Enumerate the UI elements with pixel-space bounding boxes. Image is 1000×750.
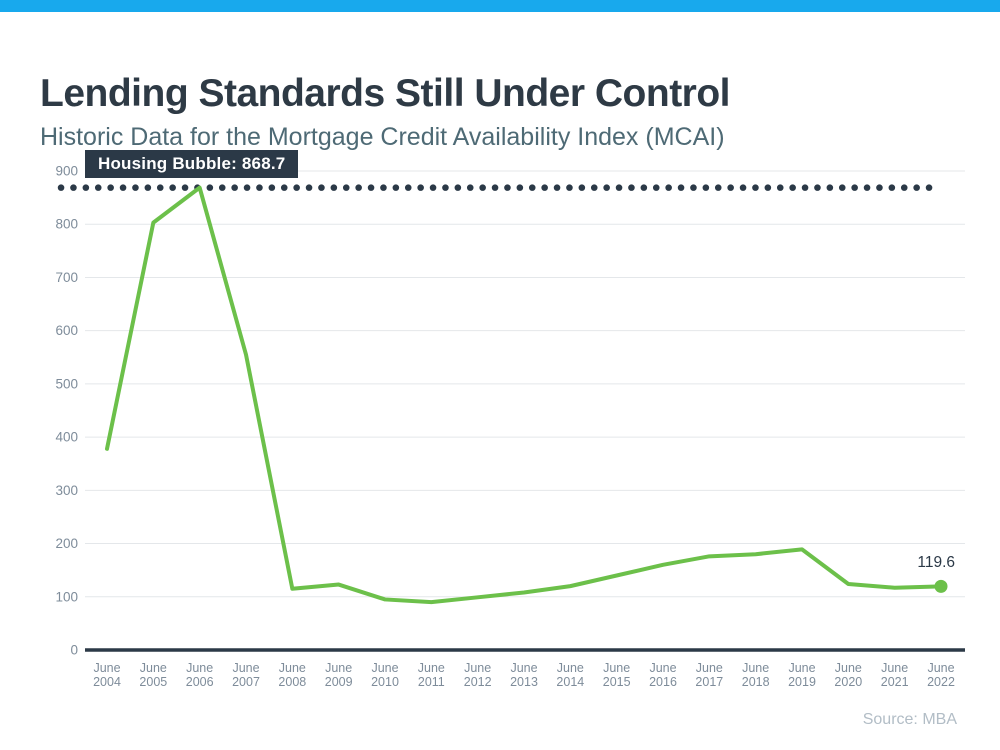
x-tick-label-month: June <box>371 661 398 675</box>
page-subtitle: Historic Data for the Mortgage Credit Av… <box>40 122 725 151</box>
x-tick-label-year: 2015 <box>603 675 631 689</box>
y-tick-label: 300 <box>55 483 78 498</box>
x-tick-label-month: June <box>557 661 584 675</box>
x-tick-label-year: 2011 <box>418 675 445 689</box>
x-tick-label-month: June <box>742 661 769 675</box>
x-tick-label-year: 2004 <box>93 675 121 689</box>
x-tick-label-year: 2020 <box>834 675 862 689</box>
x-tick-label-year: 2013 <box>510 675 538 689</box>
y-tick-label: 0 <box>70 643 78 658</box>
x-tick-label-year: 2012 <box>464 675 492 689</box>
y-tick-label: 800 <box>55 217 78 232</box>
source-attribution: Source: MBA <box>862 711 957 728</box>
x-tick-label-year: 2016 <box>649 675 677 689</box>
x-tick-label-month: June <box>696 661 723 675</box>
x-tick-label-year: 2005 <box>139 675 167 689</box>
x-tick-label-year: 2022 <box>927 675 955 689</box>
x-tick-label-month: June <box>927 661 954 675</box>
x-tick-label-year: 2008 <box>278 675 306 689</box>
x-tick-label-month: June <box>93 661 120 675</box>
x-tick-label-month: June <box>418 661 445 675</box>
x-tick-label-month: June <box>835 661 862 675</box>
x-tick-label-year: 2017 <box>695 675 723 689</box>
mcai-chart: 0 100 200 300 400 500 600 700 800 900 June 2004 June… <box>0 145 1000 705</box>
y-tick-label: 400 <box>55 430 78 445</box>
x-tick-label-year: 2010 <box>371 675 399 689</box>
mcai-line <box>105 185 943 605</box>
end-point-dot <box>934 579 948 593</box>
housing-bubble-annotation: Housing Bubble: 868.7 <box>85 150 299 178</box>
x-tick-label-month: June <box>649 661 676 675</box>
current-value-label: 119.6 <box>917 554 955 571</box>
mcai-line-chart-canvas: 0100200300400500600700800900June2004June… <box>55 164 965 689</box>
x-tick-label-year: 2009 <box>325 675 353 689</box>
y-tick-label: 700 <box>55 270 78 285</box>
x-tick-label-year: 2018 <box>742 675 770 689</box>
top-accent-bar <box>0 0 1000 12</box>
x-tick-label-month: June <box>140 661 167 675</box>
x-tick-label-year: 2019 <box>788 675 816 689</box>
y-tick-label: 900 <box>55 164 78 179</box>
y-tick-label: 100 <box>55 589 78 604</box>
x-tick-label-month: June <box>510 661 537 675</box>
x-tick-label-year: 2007 <box>232 675 260 689</box>
x-tick-label-month: June <box>279 661 306 675</box>
y-tick-label: 200 <box>55 536 78 551</box>
x-tick-label-month: June <box>186 661 213 675</box>
x-tick-label-year: 2021 <box>881 675 909 689</box>
y-tick-label: 600 <box>55 323 78 338</box>
x-tick-label-month: June <box>325 661 352 675</box>
y-tick-label: 500 <box>55 376 78 391</box>
x-tick-label-month: June <box>603 661 630 675</box>
x-tick-label-month: June <box>464 661 491 675</box>
page-title: Lending Standards Still Under Control <box>40 72 731 116</box>
x-tick-label-month: June <box>881 661 908 675</box>
x-tick-label-year: 2006 <box>186 675 214 689</box>
x-tick-label-month: June <box>232 661 259 675</box>
x-tick-label-year: 2014 <box>556 675 584 689</box>
x-tick-label-month: June <box>788 661 815 675</box>
